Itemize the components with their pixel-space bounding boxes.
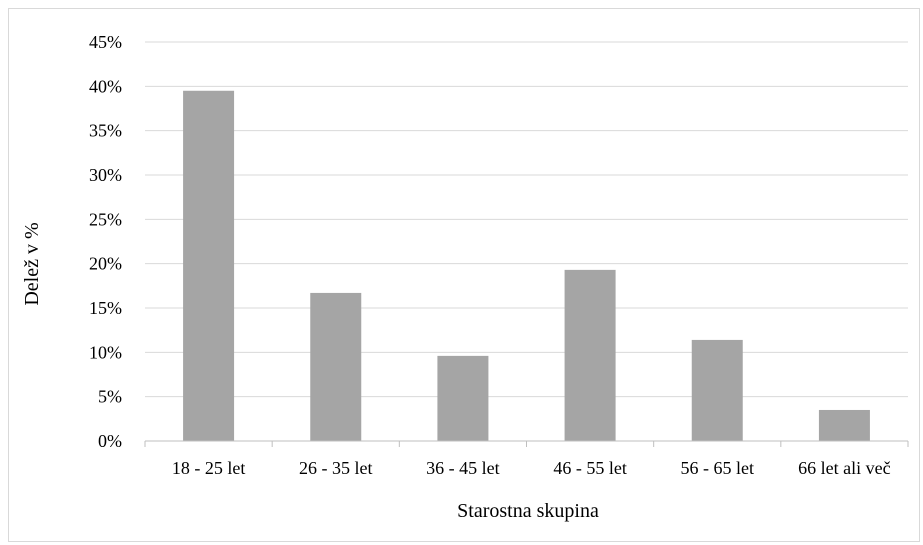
y-tick-label: 30% [89,165,122,185]
bar [818,409,870,441]
gridlines [145,41,908,398]
x-tick-label: 66 let ali več [798,458,890,478]
y-tick-label: 25% [89,209,122,229]
y-tick-label: 5% [98,387,122,407]
y-tick-label: 40% [89,76,122,96]
bar [183,90,235,442]
y-axis-title: Delež v % [21,222,43,305]
x-tick-label: 46 - 55 let [553,458,627,478]
bar [691,339,743,441]
y-tick-label: 45% [89,32,122,52]
y-tick-label: 35% [89,121,122,141]
x-tick-label: 56 - 65 let [681,458,755,478]
chart-area [8,8,920,542]
bar [310,292,362,441]
y-tick-label: 20% [89,254,122,274]
x-tick-label: 18 - 25 let [172,458,246,478]
bar [564,269,616,441]
x-axis-tick-labels: 18 - 25 let 26 - 35 let 36 - 45 let 46 - 55… [172,458,891,478]
y-tick-label: 0% [98,431,122,451]
bar [437,355,489,441]
x-axis-title: Starostna skupina [457,500,599,522]
bars [183,90,870,442]
y-tick-label: 15% [89,298,122,318]
x-tick-label: 36 - 45 let [426,458,500,478]
x-axis [144,440,909,447]
x-tick-label: 26 - 35 let [299,458,373,478]
y-axis-tick-labels: 0% 5% 10% 15% 20% 25% 30% 35% 40% 45% [89,32,122,451]
y-tick-label: 10% [89,342,122,362]
